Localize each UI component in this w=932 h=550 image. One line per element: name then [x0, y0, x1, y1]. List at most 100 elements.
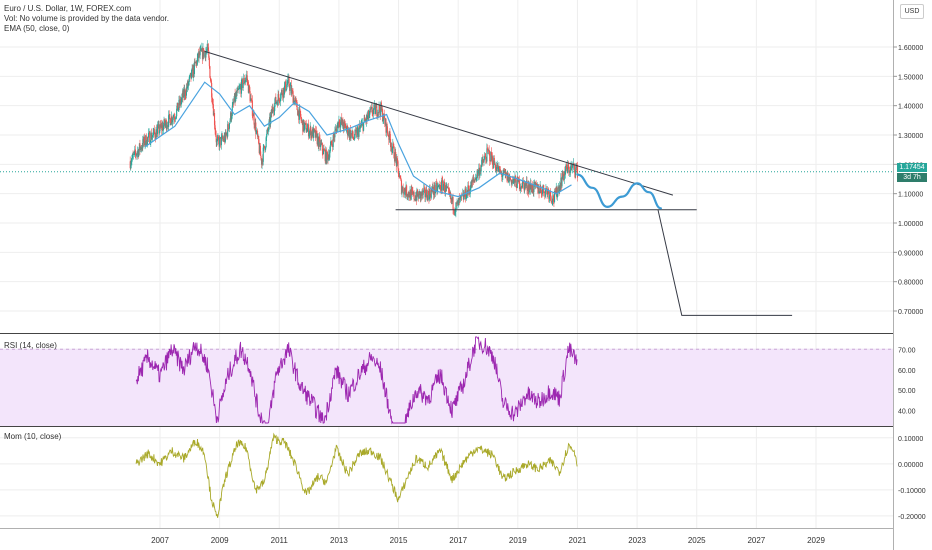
candle-down-body: [517, 176, 519, 178]
candle-up-body: [396, 158, 398, 166]
candle-down-body: [153, 128, 155, 133]
candle-down-body: [282, 94, 284, 98]
candle-down-body: [448, 188, 450, 192]
candle-up-body: [217, 136, 219, 140]
candle-down-body: [492, 164, 494, 168]
candle-down-body: [169, 114, 171, 119]
candle-down-body: [528, 185, 530, 193]
candle-up-body: [474, 177, 476, 180]
candle-up-body: [450, 198, 452, 200]
candle-up-body: [572, 165, 574, 166]
candle-down-body: [513, 177, 515, 183]
candle-down-body: [462, 193, 464, 200]
candle-down-body: [393, 146, 395, 159]
candle-up-body: [257, 136, 259, 137]
candle-up-body: [282, 87, 284, 98]
candle-up-body: [328, 154, 330, 160]
candle-down-body: [553, 201, 555, 202]
candle-down-body: [398, 168, 400, 177]
candle-up-body: [189, 75, 191, 78]
candle-down-body: [169, 118, 171, 126]
candle-down-body: [314, 129, 316, 138]
candle-down-body: [141, 147, 143, 149]
candle-up-body: [363, 117, 365, 123]
candle-down-body: [296, 102, 298, 110]
ema-legend[interactable]: EMA (50, close, 0): [4, 24, 70, 33]
projection-wave[interactable]: [576, 173, 662, 210]
drawings-layer[interactable]: [204, 50, 793, 316]
symbol-title[interactable]: Euro / U.S. Dollar, 1W, FOREX.com: [4, 4, 132, 13]
candle-down-body: [299, 108, 301, 111]
candle-up-body: [514, 175, 516, 183]
candle-up-body: [441, 180, 443, 191]
candle-up-body: [375, 107, 377, 115]
candle-down-body: [182, 92, 184, 98]
candle-down-body: [297, 109, 299, 116]
candle-down-body: [420, 192, 423, 196]
candle-down-body: [252, 115, 254, 117]
momentum-legend[interactable]: Mom (10, close): [4, 432, 62, 441]
candle-up-body: [206, 48, 208, 51]
candle-down-body: [288, 77, 290, 87]
candle-up-body: [470, 181, 472, 190]
candle-up-body: [143, 136, 145, 144]
rsi-legend[interactable]: RSI (14, close): [4, 341, 57, 350]
candle-up-body: [239, 87, 241, 89]
candle-down-body: [521, 187, 523, 189]
price-tick-label: 1.10000: [898, 192, 923, 199]
candle-down-body: [308, 124, 310, 137]
candle-down-body: [356, 130, 358, 137]
candle-up-body: [401, 189, 403, 194]
candle-up-body: [131, 154, 134, 159]
candle-down-body: [211, 97, 213, 103]
candle-up-body: [239, 86, 241, 88]
candle-down-body: [452, 196, 454, 210]
candle-down-body: [412, 191, 414, 195]
candle-up-body: [571, 165, 573, 169]
candle-down-body: [303, 120, 305, 131]
candle-up-body: [270, 110, 272, 116]
candle-up-body: [175, 116, 177, 119]
candle-up-body: [535, 182, 537, 186]
candle-down-body: [180, 99, 182, 104]
candle-up-body: [405, 185, 407, 196]
candle-up-body: [491, 156, 493, 161]
candle-up-body: [551, 201, 553, 203]
candle-up-body: [293, 97, 295, 103]
candle-up-body: [174, 118, 177, 120]
candle-up-body: [168, 115, 170, 127]
candle-up-body: [309, 127, 311, 131]
candle-up-body: [459, 196, 462, 198]
candle-down-body: [258, 136, 260, 144]
candle-up-body: [386, 123, 388, 133]
candle-up-body: [427, 190, 429, 201]
candle-up-body: [140, 146, 142, 151]
candle-down-body: [281, 90, 283, 95]
candle-up-body: [429, 188, 431, 200]
candle-up-body: [382, 119, 384, 121]
projected-drop-path[interactable]: [657, 209, 793, 316]
candle-up-body: [458, 198, 460, 206]
currency-button[interactable]: USD: [900, 4, 924, 19]
candle-up-body: [348, 129, 350, 135]
candle-up-body: [340, 118, 342, 122]
candle-up-body: [219, 137, 221, 138]
candle-up-body: [161, 125, 163, 130]
candle-up-body: [256, 130, 258, 132]
candle-up-body: [417, 193, 419, 197]
candle-down-body: [457, 200, 459, 206]
candle-down-body: [408, 195, 411, 198]
candle-up-body: [284, 81, 286, 86]
candle-down-body: [558, 186, 560, 192]
candle-up-body: [229, 120, 231, 124]
candle-down-body: [201, 47, 204, 59]
candle-down-body: [551, 200, 553, 203]
momentum-line: [135, 432, 578, 518]
candle-down-body: [279, 101, 281, 102]
candle-down-body: [225, 132, 227, 136]
candle-down-body: [251, 98, 253, 101]
descending-trendline[interactable]: [204, 50, 674, 196]
candle-up-body: [232, 102, 234, 107]
candle-down-body: [171, 116, 173, 123]
